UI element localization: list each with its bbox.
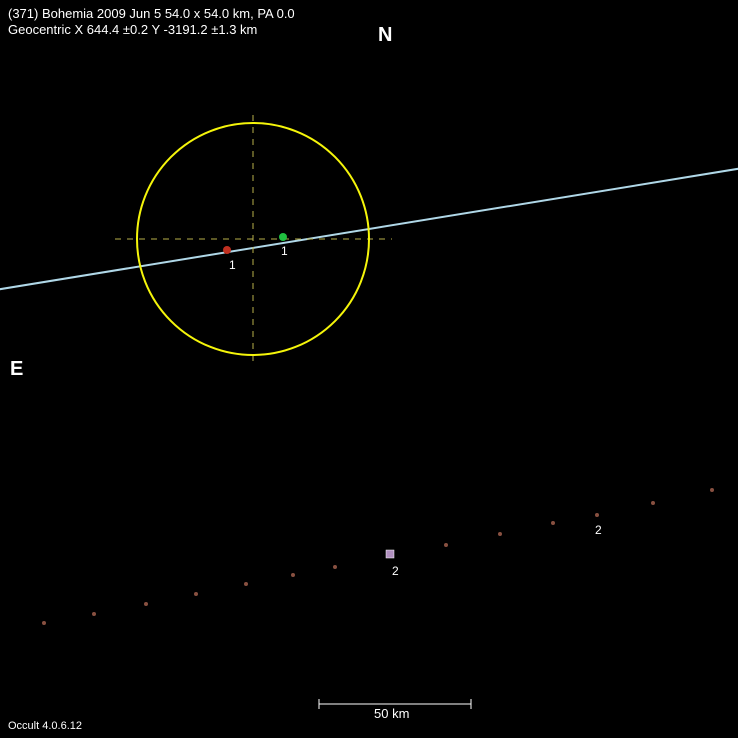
marker-label: 1: [281, 244, 288, 258]
marker-label: 2: [392, 564, 399, 578]
plot-canvas: (371) Bohemia 2009 Jun 5 54.0 x 54.0 km,…: [0, 0, 738, 738]
marker-label: 2: [595, 523, 602, 537]
east-label: E: [10, 358, 23, 381]
scale-bar-label: 50 km: [374, 706, 409, 721]
header-line-1: (371) Bohemia 2009 Jun 5 54.0 x 54.0 km,…: [8, 6, 295, 21]
version-label: Occult 4.0.6.12: [8, 720, 82, 732]
plot-svg: [0, 0, 738, 738]
north-label: N: [378, 24, 392, 47]
header-line-2: Geocentric X 644.4 ±0.2 Y -3191.2 ±1.3 k…: [8, 22, 257, 37]
marker-label: 1: [229, 258, 236, 272]
